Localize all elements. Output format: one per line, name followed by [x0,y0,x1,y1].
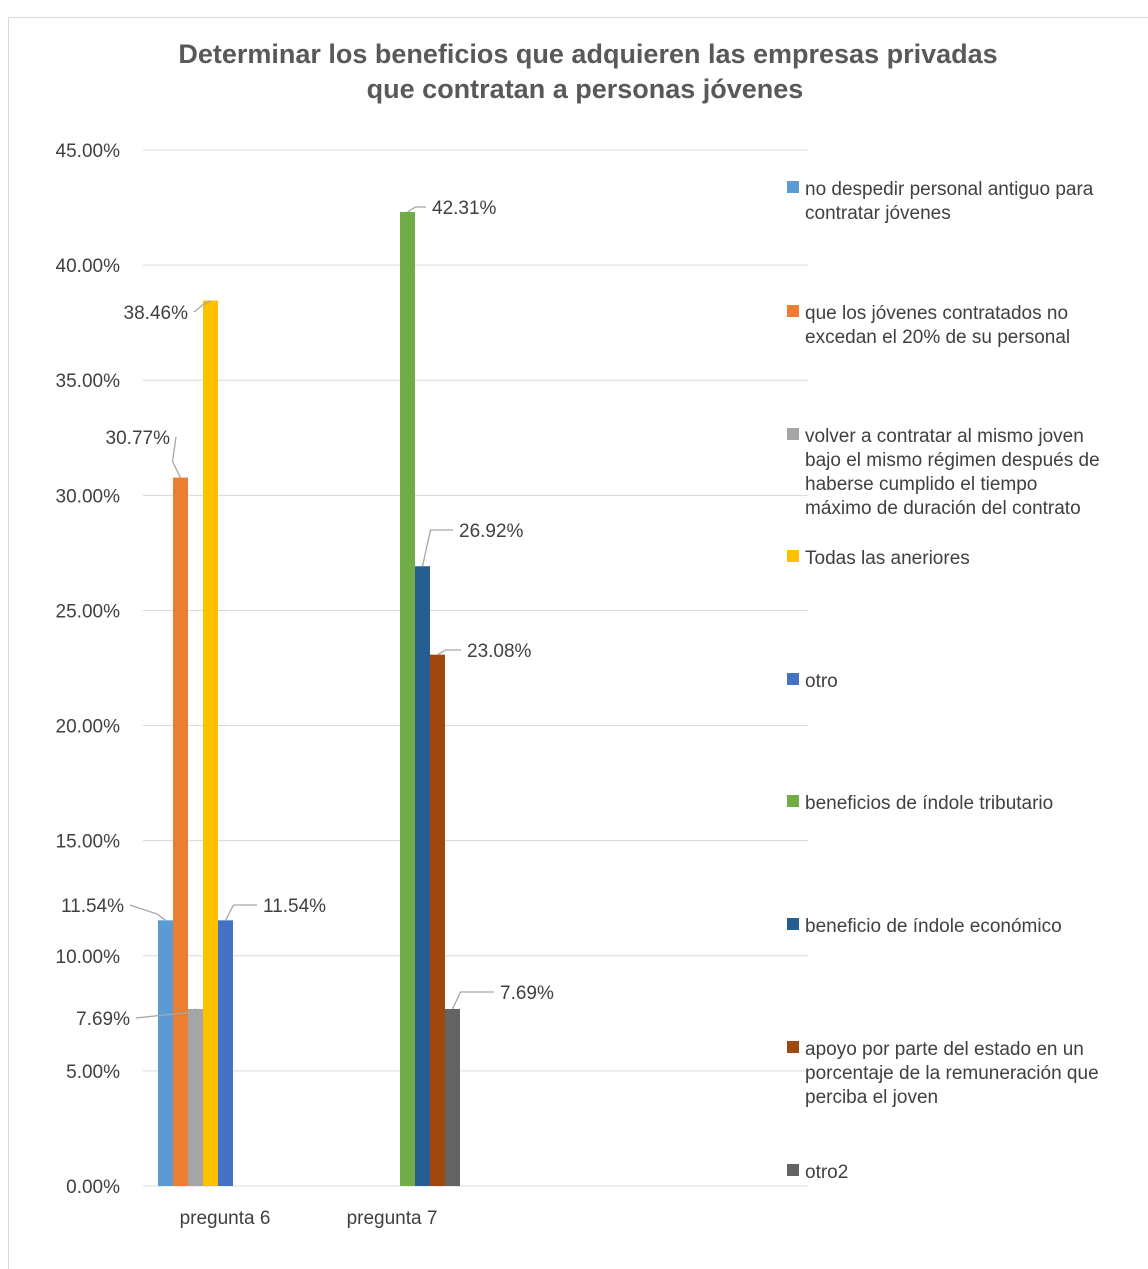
leader-line [407,206,426,213]
leader-line [193,300,211,313]
legend-label: otro [805,671,838,692]
legend-swatch [787,673,799,685]
chart-frame [8,17,1148,1269]
legend-label: haberse cumplido el tiempo [805,474,1037,495]
y-tick-label: 0.00% [66,1177,120,1198]
legend-label: bajo el mismo régimen después de [805,450,1100,471]
data-label: 26.92% [459,521,524,542]
x-axis-category-labels: pregunta 6 pregunta 7 [180,1208,438,1229]
x-category-label: pregunta 6 [180,1208,271,1229]
data-label: 23.08% [467,641,532,662]
legend-swatch [787,1041,799,1053]
legend: no despedir personal antiguo para contrat… [787,179,1100,1183]
legend-label: máximo de duración del contrato [805,498,1081,519]
legend-label: perciba el joven [805,1087,938,1108]
legend-swatch [787,1164,799,1176]
legend-swatch [787,795,799,807]
y-tick-label: 35.00% [56,371,121,392]
legend-label: volver a contratar al mismo joven [805,426,1084,447]
legend-label: no despedir personal antiguo para [805,179,1094,200]
y-tick-label: 15.00% [56,832,121,853]
legend-swatch [787,918,799,930]
bar [203,300,218,1187]
bar [173,477,188,1187]
legend-swatch [787,428,799,440]
y-tick-label: 40.00% [56,256,121,277]
data-label: 7.69% [76,1009,130,1030]
data-labels: 11.54% 30.77% 7.69% 38.46% 11.54% 42.31% 26.92… [61,198,554,1030]
legend-label: beneficios de índole tributario [805,793,1053,814]
y-tick-label: 10.00% [56,947,121,968]
gridlines [143,149,808,1187]
data-label: 11.54% [61,896,124,917]
leader-line [451,991,494,1010]
legend-label: excedan el 20% de su personal [805,327,1070,348]
y-tick-label: 20.00% [56,717,121,738]
data-label: 11.54% [263,896,326,917]
bar [415,566,430,1186]
leader-line [171,436,182,478]
leader-line [224,904,257,921]
leader-line [135,1008,196,1019]
legend-swatch [787,181,799,193]
legend-label: porcentaje de la remuneración que [805,1063,1099,1084]
data-label: 30.77% [106,428,171,449]
bar [158,920,173,1186]
data-label: 42.31% [432,198,497,219]
bar [445,1008,460,1186]
y-tick-label: 45.00% [56,141,121,162]
y-tick-label: 5.00% [66,1062,120,1083]
chart-title-line-1: Determinar los beneficios que adquieren … [178,39,997,69]
leader-line [129,904,166,921]
bar [188,1008,203,1186]
chart-title-line-2: que contratan a personas jóvenes [367,74,804,104]
leader-line [437,649,461,656]
bar [400,211,415,1186]
data-label: 38.46% [124,303,189,324]
y-tick-label: 25.00% [56,601,121,622]
legend-swatch [787,305,799,317]
bar [430,654,445,1186]
legend-label: beneficio de índole económico [805,916,1062,937]
leader-line [421,529,453,567]
x-category-label: pregunta 7 [347,1208,438,1229]
legend-label: contratar jóvenes [805,203,951,224]
legend-swatch [787,550,799,562]
bars [158,211,460,1187]
y-tick-label: 30.00% [56,486,121,507]
legend-label: otro2 [805,1162,848,1183]
legend-label: Todas las aneriores [805,548,970,569]
y-axis-tick-labels: 0.00% 5.00% 10.00% 15.00% 20.00% 25.00% 30.00%… [56,141,121,1198]
data-label-leader-lines [129,206,494,1019]
legend-label: que los jóvenes contratados no [805,303,1068,324]
bar [218,920,233,1186]
data-label: 7.69% [500,983,554,1004]
legend-label: apoyo por parte del estado en un [805,1039,1084,1060]
